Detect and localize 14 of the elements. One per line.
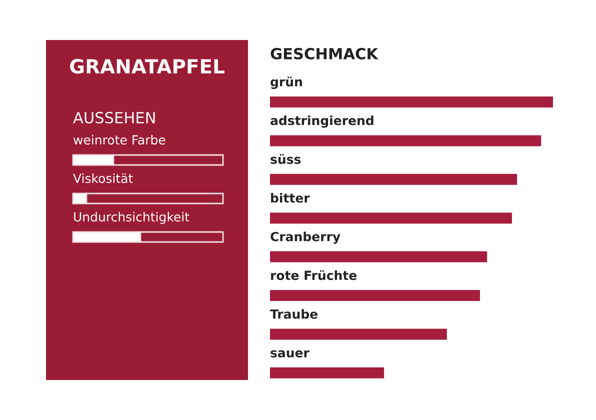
chart-title: GESCHMACK: [270, 48, 379, 60]
y-tick-label: Viskosität: [73, 173, 133, 184]
y-tick-label: Cranberry: [270, 232, 340, 244]
y-tick-label: Undurchsichtigkeit: [74, 212, 190, 224]
y-tick-label: rote Früchte: [271, 270, 357, 280]
y-tick-label: grün: [270, 76, 302, 89]
y-tick-label: weinrote Farbe: [74, 134, 166, 145]
y-tick-label: süss: [270, 154, 301, 164]
chart-subtitle: AUSSEHEN: [73, 112, 155, 124]
y-tick-label: sauer: [270, 350, 310, 358]
y-tick-label: adstringierend: [270, 116, 374, 128]
chart-title: GRANATAPFEL: [70, 58, 224, 74]
y-tick-label: bitter: [271, 193, 310, 203]
y-tick-label: Traube: [270, 309, 318, 319]
